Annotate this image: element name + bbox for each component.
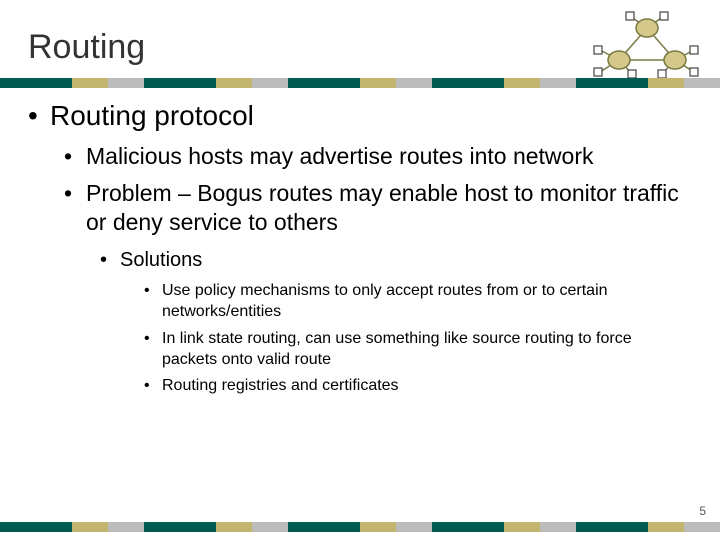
bullet-dot-icon: • (100, 248, 120, 273)
divider-segment (684, 522, 720, 532)
slide-title: Routing (28, 28, 145, 67)
page-number: 5 (699, 504, 706, 518)
content: • Routing protocol • Malicious hosts may… (28, 100, 680, 405)
divider-segment (360, 522, 396, 532)
network-icon (592, 10, 702, 80)
bullet-l4: • Use policy mechanisms to only accept r… (144, 281, 680, 323)
bullet-l4: • In link state routing, can use somethi… (144, 329, 680, 371)
bullet-l3: • Solutions • (100, 248, 680, 397)
bullet-l1-text: Routing protocol (50, 100, 680, 132)
icon-hubs (608, 19, 686, 69)
divider-segment (288, 522, 360, 532)
bullet-dot-icon: • (28, 100, 50, 132)
divider-segment (108, 78, 144, 88)
bullet-l4-text: Use policy mechanisms to only accept rou… (162, 281, 680, 323)
divider-segment (648, 78, 684, 88)
bullet-l2-text: Malicious hosts may advertise routes int… (86, 142, 680, 171)
divider-segment (288, 78, 360, 88)
bullet-l1: • Routing protocol • Malicious hosts may… (28, 100, 680, 397)
bullet-l2: • Malicious hosts may advertise routes i… (64, 142, 680, 171)
divider-segment (396, 78, 432, 88)
divider-segment (0, 78, 72, 88)
bullet-dot-icon: • (64, 179, 86, 237)
divider-segment (72, 522, 108, 532)
bullet-l4-text: In link state routing, can use something… (162, 329, 680, 371)
divider-segment (576, 78, 648, 88)
bullet-dot-icon: • (144, 281, 162, 323)
divider-segment (72, 78, 108, 88)
bullet-l4: • Routing registries and certificates (144, 376, 680, 397)
bullet-l2-text: Problem – Bogus routes may enable host t… (86, 179, 680, 237)
divider-segment (216, 522, 252, 532)
bullet-l3-text: Solutions (120, 248, 680, 273)
divider-segment (432, 78, 504, 88)
bullet-dot-icon: • (144, 329, 162, 371)
divider-segment (252, 522, 288, 532)
divider-segment (144, 78, 216, 88)
divider-segment (540, 78, 576, 88)
divider-segment (216, 78, 252, 88)
bullet-l2: • Problem – Bogus routes may enable host… (64, 179, 680, 397)
divider-bottom (0, 522, 720, 532)
divider-segment (360, 78, 396, 88)
bullet-dot-icon: • (144, 376, 162, 397)
bullet-dot-icon: • (64, 142, 86, 171)
divider-segment (108, 522, 144, 532)
divider-segment (0, 522, 72, 532)
divider-segment (432, 522, 504, 532)
divider-segment (144, 522, 216, 532)
divider-segment (252, 78, 288, 88)
divider-segment (648, 522, 684, 532)
divider-segment (684, 78, 720, 88)
divider-segment (540, 522, 576, 532)
divider-segment (504, 78, 540, 88)
divider-top (0, 78, 720, 88)
bullet-l4-text: Routing registries and certificates (162, 376, 680, 397)
divider-segment (576, 522, 648, 532)
divider-segment (504, 522, 540, 532)
divider-segment (396, 522, 432, 532)
slide: Routing (0, 0, 720, 540)
